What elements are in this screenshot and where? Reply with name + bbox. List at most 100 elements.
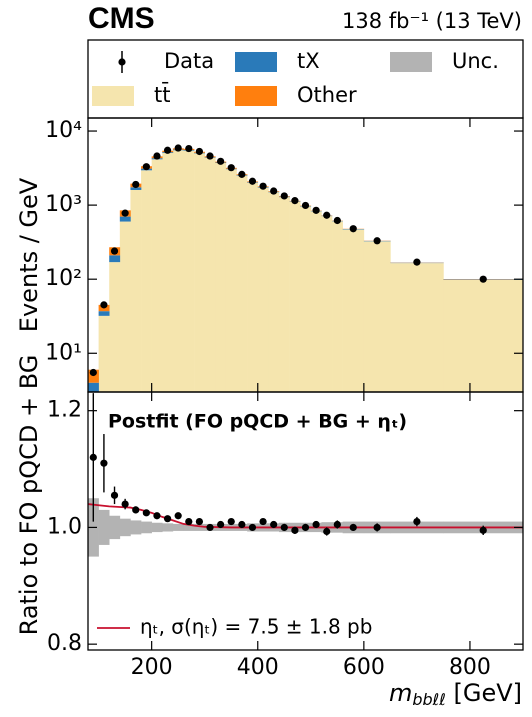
- data-point: [373, 237, 381, 245]
- stack-bar: [257, 187, 269, 392]
- unc-band: [172, 523, 184, 531]
- annotation: Postfit (FO pQCD + BG + ηₜ): [108, 411, 407, 433]
- unc-band: [141, 521, 152, 534]
- stack-bar: [236, 175, 248, 392]
- data-point: [291, 197, 299, 205]
- data-point: [132, 180, 140, 189]
- stack-bar: [119, 221, 131, 392]
- legend-marker: [118, 58, 126, 66]
- ratio-point: [174, 512, 182, 520]
- data-point: [185, 144, 193, 153]
- data-point: [312, 206, 320, 214]
- x-axis-label: mbbℓℓ [GeV]: [389, 679, 522, 709]
- x-label-subscript: bbℓℓ: [412, 690, 446, 709]
- stack-bar: [215, 163, 227, 392]
- unc-band: [162, 523, 174, 532]
- data-point: [413, 258, 421, 266]
- data-point: [333, 216, 341, 225]
- ratio-point: [280, 523, 288, 532]
- data-point: [248, 177, 257, 185]
- cms-label: CMS: [88, 2, 155, 35]
- x-tick-label: 200: [131, 655, 173, 680]
- data-point: [163, 146, 172, 154]
- stack-bar: [247, 182, 259, 392]
- unc-band: [130, 520, 142, 535]
- data-point: [206, 152, 214, 160]
- x-tick-label: 400: [237, 655, 279, 680]
- data-point: [259, 182, 267, 190]
- curve-legend-label: ηₜ, σ(ηₜ) = 7.5 ± 1.8 pb: [140, 615, 372, 639]
- ratio-point: [195, 517, 204, 526]
- stack-bar: [194, 153, 206, 392]
- data-point: [227, 164, 235, 172]
- ratio-y-tick-label: 0.8: [47, 631, 82, 656]
- ratio-point: [479, 526, 487, 534]
- ratio-frame: [87, 391, 524, 651]
- stack-bar: [332, 221, 343, 392]
- stack-bar: [390, 263, 444, 392]
- stack-bar: [310, 211, 322, 392]
- stack-bar: [119, 216, 131, 222]
- x-label-unit: [GeV]: [446, 679, 522, 707]
- stack-bar: [289, 201, 301, 392]
- unc-band: [119, 518, 131, 537]
- x-tick-label: 800: [449, 655, 491, 680]
- legend-label: tt̄: [154, 82, 170, 107]
- ratio-y-tick-label: 1.2: [47, 398, 82, 423]
- legend-swatch: [390, 52, 432, 72]
- ratio-point: [217, 520, 225, 529]
- legend-label: tX: [297, 49, 320, 73]
- ratio-point: [110, 491, 119, 499]
- stack-bar: [342, 229, 365, 392]
- data-point: [479, 275, 487, 283]
- ratio-point: [121, 500, 129, 508]
- data-point: [121, 209, 129, 217]
- ratio-point: [89, 453, 97, 461]
- unc-band: [194, 523, 206, 531]
- stack-bar: [278, 197, 290, 392]
- ratio-point: [227, 517, 235, 526]
- ratio-point: [206, 523, 214, 532]
- data-point: [174, 144, 182, 152]
- stack-bar: [204, 157, 216, 392]
- ratio-point: [259, 517, 267, 526]
- ratio-point: [248, 523, 257, 532]
- y-tick-label: 10³: [45, 192, 82, 217]
- unc-band: [109, 515, 121, 540]
- y-tick-label: 10²: [45, 266, 82, 291]
- y-tick-label: 10⁴: [45, 118, 82, 143]
- stack-bar: [172, 150, 184, 392]
- stack-bar: [130, 189, 142, 392]
- ratio-point: [163, 515, 172, 523]
- data-point: [270, 187, 278, 195]
- data-point: [100, 301, 108, 309]
- ratio-point: [185, 517, 193, 526]
- lumi-label: 138 fb⁻¹ (13 TeV): [342, 9, 522, 33]
- x-label-symbol: m: [389, 679, 412, 707]
- ratio-point: [373, 523, 381, 532]
- data-point: [142, 163, 150, 171]
- ratio-point: [413, 517, 421, 526]
- stack-bar: [225, 169, 237, 392]
- unc-band: [98, 509, 110, 545]
- stack-bar: [88, 382, 99, 392]
- data-point: [195, 147, 204, 156]
- data-point: [153, 152, 161, 160]
- stack-bar: [98, 311, 110, 316]
- data-point: [280, 192, 288, 200]
- ratio-point: [132, 506, 140, 514]
- ratio-point: [142, 509, 150, 517]
- main-plot: [88, 144, 523, 392]
- ratio-point: [270, 520, 278, 529]
- stack-bar: [162, 153, 174, 392]
- data-point: [238, 170, 246, 178]
- stack-bar: [88, 369, 99, 383]
- stack-bar: [109, 262, 121, 392]
- data-point: [323, 211, 331, 219]
- stack-bar: [268, 192, 280, 392]
- y-axis-label: Events / GeV: [15, 177, 43, 332]
- y-tick-label: 10¹: [45, 340, 82, 365]
- unc-band: [183, 523, 195, 531]
- data-point: [89, 368, 97, 377]
- unc-band: [151, 522, 163, 533]
